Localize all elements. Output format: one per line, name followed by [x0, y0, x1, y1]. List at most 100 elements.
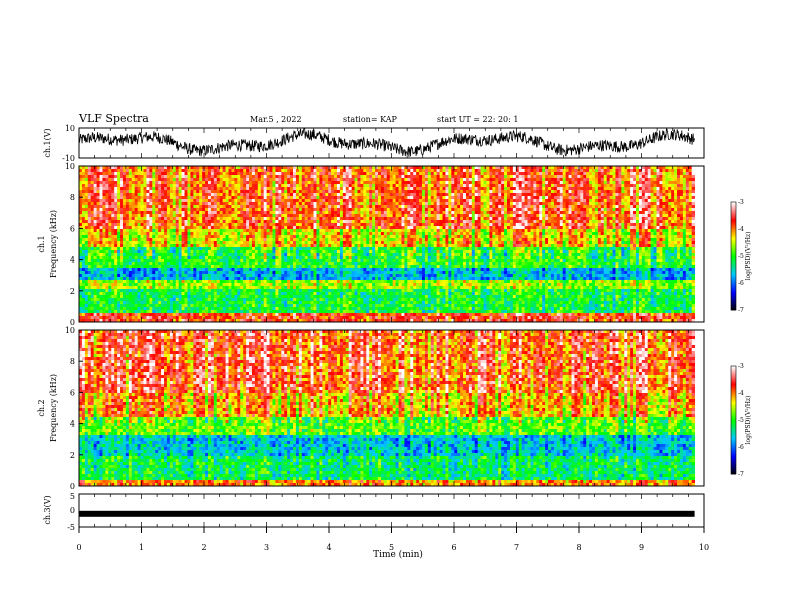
spectrogram-cell: [659, 175, 662, 178]
spectrogram-cell: [143, 190, 146, 193]
spectrogram-cell: [401, 166, 404, 169]
spectrogram-cell: [217, 178, 220, 181]
spectrogram-cell: [484, 187, 487, 190]
spectrogram-cell: [654, 166, 657, 169]
spectrogram-cell: [440, 190, 443, 193]
spectrogram-cell: [407, 172, 410, 175]
spectrogram-cell: [580, 190, 583, 193]
spectrogram-cell: [481, 181, 484, 184]
spectrogram-cell: [654, 187, 657, 190]
spectrogram-cell: [492, 166, 495, 169]
spectrogram-cell: [346, 181, 349, 184]
spectrogram-cell: [448, 193, 451, 196]
spectrogram-cell: [290, 178, 293, 181]
spectrogram-cell: [126, 196, 129, 199]
spectrogram-cell: [143, 193, 146, 196]
spectrogram-cell: [381, 178, 384, 181]
spectrogram-cell: [185, 181, 188, 184]
spectrogram-cell: [528, 178, 531, 181]
spectrogram-cell: [610, 193, 613, 196]
spectrogram-cell: [475, 187, 478, 190]
spectrogram-cell: [343, 190, 346, 193]
spectrogram-cell: [322, 193, 325, 196]
spectrogram-cell: [146, 196, 149, 199]
spectrogram-cell: [85, 175, 88, 178]
spectrogram-cell: [226, 178, 229, 181]
spectrogram-cell: [343, 187, 346, 190]
spectrogram-cell: [120, 169, 123, 172]
spectrogram-cell: [211, 175, 214, 178]
spectrogram-cell: [346, 172, 349, 175]
spectrogram-cell: [240, 196, 243, 199]
spectrogram-cell: [569, 172, 572, 175]
spectrogram-cell: [352, 169, 355, 172]
spectrogram-cell: [152, 181, 155, 184]
spectrogram-cell: [545, 187, 548, 190]
spectrogram-cell: [592, 181, 595, 184]
spectrogram-cell: [662, 184, 665, 187]
spectrogram-cell: [569, 184, 572, 187]
spectrogram-cell: [510, 184, 513, 187]
spectrogram-cell: [196, 187, 199, 190]
spectrogram-cell: [381, 187, 384, 190]
spectrogram-cell: [410, 193, 413, 196]
spectrogram-cell: [363, 184, 366, 187]
spectrogram-cell: [528, 175, 531, 178]
spectrogram-cell: [689, 187, 692, 190]
spectrogram-cell: [141, 184, 144, 187]
spectrogram-cell: [91, 196, 94, 199]
spectrogram-cell: [528, 172, 531, 175]
spectrogram-cell: [205, 184, 208, 187]
spectrogram-cell: [234, 184, 237, 187]
spectrogram-cell: [560, 184, 563, 187]
spectrogram-cell: [422, 190, 425, 193]
spectrogram-cell: [542, 184, 545, 187]
spectrogram-cell: [240, 181, 243, 184]
spectrogram-cell: [100, 166, 103, 169]
ch1-ytick-top: 10: [65, 124, 75, 133]
spectrogram-cell: [657, 193, 660, 196]
spectrogram-cell: [328, 184, 331, 187]
spectrogram-cell: [387, 178, 390, 181]
spectrogram-cell: [82, 181, 85, 184]
spectrogram-cell: [384, 193, 387, 196]
spectrogram-cell: [264, 175, 267, 178]
spectrogram-cell: [557, 178, 560, 181]
spectrogram-cell: [437, 184, 440, 187]
spectrogram-cell: [428, 184, 431, 187]
spectrogram-cell: [164, 169, 167, 172]
spectrogram-cell: [501, 184, 504, 187]
spectrogram-cell: [677, 184, 680, 187]
spectrogram-cell: [135, 172, 138, 175]
spectrogram-cell: [566, 190, 569, 193]
spectrogram-cell: [642, 169, 645, 172]
spectrogram-cell: [507, 178, 510, 181]
spectrogram-cell: [308, 166, 311, 169]
spectrogram-cell: [530, 190, 533, 193]
spectrogram-cell: [677, 175, 680, 178]
spectrogram-cell: [677, 172, 680, 175]
spectrogram-cell: [583, 175, 586, 178]
spectrogram-cell: [111, 196, 114, 199]
spectrogram-cell: [387, 175, 390, 178]
spectrogram-cell: [355, 166, 358, 169]
spectrogram-cell: [595, 166, 598, 169]
spectrogram-cell: [639, 190, 642, 193]
spectrogram-cell: [654, 190, 657, 193]
spectrogram-cell: [155, 181, 158, 184]
spectrogram-cell: [583, 166, 586, 169]
spectrogram-cell: [182, 196, 185, 199]
spectrogram-cell: [352, 187, 355, 190]
spectrogram-cell: [296, 175, 299, 178]
spectrogram-cell: [404, 181, 407, 184]
spectrogram-cell: [469, 175, 472, 178]
spectrogram-cell: [176, 184, 179, 187]
spectrogram-cell: [264, 178, 267, 181]
spectrogram-cell: [375, 187, 378, 190]
spectrogram-cell: [407, 193, 410, 196]
spectrogram-cell: [545, 193, 548, 196]
ch1-spectrogram-heatmap: [79, 166, 695, 322]
spectrogram-cell: [190, 166, 193, 169]
spectrogram-cell: [94, 184, 97, 187]
spectrogram-cell: [621, 187, 624, 190]
